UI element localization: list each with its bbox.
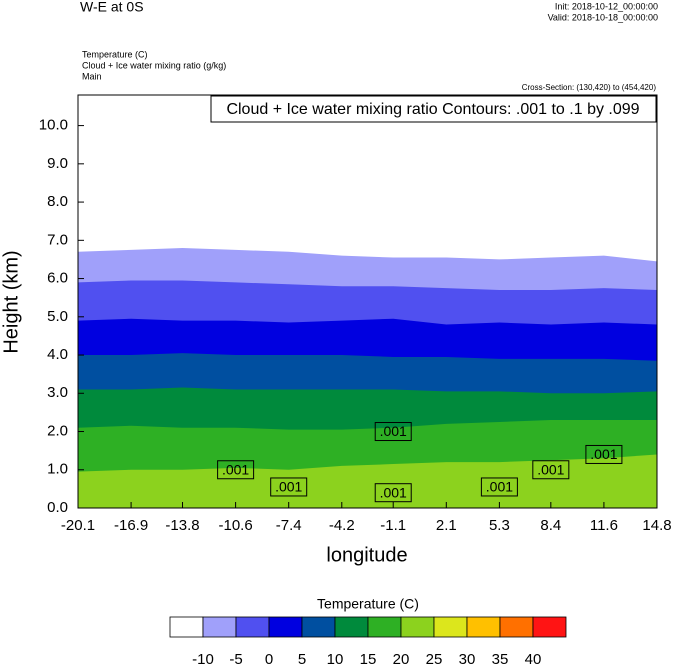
y-tick-label: 4.0 <box>47 346 68 363</box>
colorbar-box <box>301 616 336 638</box>
x-tick-label: -4.2 <box>329 517 355 534</box>
field-label: Cloud + Ice water mixing ratio (g/kg) <box>82 60 226 70</box>
colorbar-box <box>466 616 501 638</box>
contour-label-box <box>585 444 623 464</box>
contour-info-box <box>210 95 657 123</box>
colorbar-label: 30 <box>459 651 476 667</box>
colorbar-label: -10 <box>192 651 214 667</box>
colorbar-box <box>268 616 303 638</box>
x-tick-label: 11.6 <box>590 517 618 534</box>
x-tick-label: -10.6 <box>219 517 253 534</box>
x-tick-label: -7.4 <box>276 517 302 534</box>
x-tick-label: 14.8 <box>642 517 671 534</box>
x-axis-label: longitude <box>326 544 407 566</box>
x-tick-label: -16.9 <box>114 517 148 534</box>
colorbar-label: 5 <box>298 651 306 667</box>
colorbar-label: 15 <box>360 651 377 667</box>
colorbar-label: 20 <box>393 651 410 667</box>
contour-label-box <box>374 422 412 442</box>
init-time: Init: 2018-10-12_00:00:00 <box>555 1 658 11</box>
colorbar-box <box>400 616 435 638</box>
contour-label: .001 <box>222 461 249 477</box>
colorbar-box <box>532 616 567 638</box>
chart-title: W-E at 0S <box>80 0 144 15</box>
x-tick-label: 2.1 <box>436 517 457 534</box>
contour-info: Cloud + Ice water mixing ratio Contours:… <box>226 101 639 118</box>
colorbar-box <box>367 616 402 638</box>
colorbar-title: Temperature (C) <box>317 596 419 612</box>
contour-label-box <box>217 460 255 480</box>
colorbar-box <box>334 616 369 638</box>
field-label: Main <box>82 71 102 81</box>
y-tick-label: 3.0 <box>47 384 68 401</box>
colorbar-label: 10 <box>327 651 344 667</box>
y-tick-label: 8.0 <box>47 193 68 210</box>
valid-time: Valid: 2018-10-18_00:00:00 <box>548 12 658 22</box>
contour-label-box <box>270 477 308 497</box>
contour-label: .001 <box>537 461 564 477</box>
contour-label: .001 <box>590 446 617 462</box>
x-tick-label: -1.1 <box>380 517 406 534</box>
x-tick-label: 5.3 <box>489 517 510 534</box>
contour-label-box <box>532 460 570 480</box>
y-tick-label: 1.0 <box>47 461 68 478</box>
temperature-band <box>78 95 657 262</box>
y-axis-label: Height (km) <box>0 250 22 353</box>
y-tick-label: 9.0 <box>47 155 68 172</box>
y-tick-label: 5.0 <box>47 308 68 325</box>
y-tick-label: 2.0 <box>47 422 68 439</box>
colorbar-box <box>499 616 534 638</box>
contour-label-box <box>374 483 412 503</box>
contour-label: .001 <box>275 479 302 495</box>
y-tick-label: 10.0 <box>39 117 68 134</box>
contour-label-box <box>480 477 518 497</box>
contour-label: .001 <box>380 484 407 500</box>
cross-section: Cross-Section: (130,420) to (454,420) <box>522 83 657 92</box>
field-label: Temperature (C) <box>82 49 148 59</box>
colorbar-box <box>202 616 237 638</box>
x-tick-label: 8.4 <box>540 517 561 534</box>
colorbar-box <box>169 616 204 638</box>
colorbar-box <box>433 616 468 638</box>
y-tick-label: 0.0 <box>47 499 68 516</box>
contour-label: .001 <box>380 423 407 439</box>
x-tick-label: -20.1 <box>61 517 95 534</box>
colorbar-label: 25 <box>426 651 443 667</box>
colorbar-label: -5 <box>229 651 242 667</box>
colorbar-box <box>235 616 270 638</box>
contour-label: .001 <box>486 479 513 495</box>
colorbar-label: 40 <box>525 651 542 667</box>
colorbar-label: 0 <box>265 651 273 667</box>
plot-frame <box>77 94 658 509</box>
y-tick-label: 6.0 <box>47 270 68 287</box>
x-tick-label: -13.8 <box>165 517 199 534</box>
y-tick-label: 7.0 <box>47 231 68 248</box>
colorbar-label: 35 <box>492 651 509 667</box>
